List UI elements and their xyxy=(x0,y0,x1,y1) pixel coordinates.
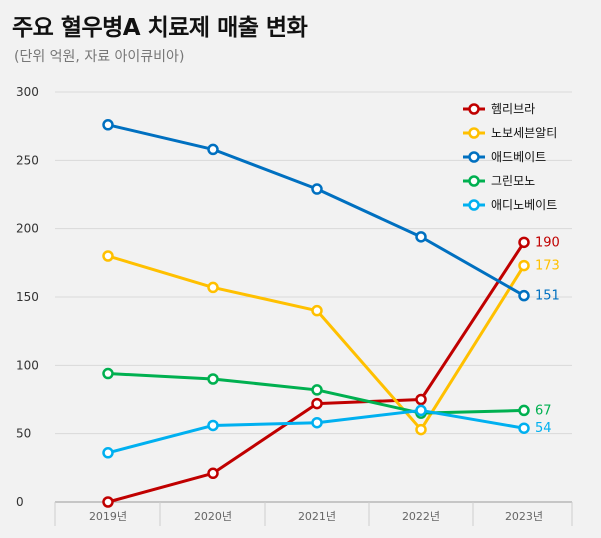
x-tick-label: 2022년 xyxy=(402,510,440,523)
data-point xyxy=(102,496,114,508)
x-tick-label: 2020년 xyxy=(194,510,232,523)
series-2 xyxy=(102,250,530,436)
chart-subtitle: (단위 억원, 자료 아이큐비아) xyxy=(14,49,185,65)
series-line xyxy=(107,241,526,504)
grid-layer xyxy=(54,91,573,526)
series-line xyxy=(107,408,525,455)
data-point xyxy=(102,119,114,131)
legend-label: 노보세븐알티 xyxy=(491,126,557,140)
data-point xyxy=(518,422,530,434)
y-tick-label: 200 xyxy=(16,222,39,236)
data-point xyxy=(518,259,530,272)
data-label: 67 xyxy=(535,403,552,418)
legend-item: 애드베이트 xyxy=(463,150,546,164)
series-layer: 190 173 151 67 54 xyxy=(102,119,560,508)
legend-item: 헴리브라 xyxy=(463,102,535,116)
series-1 xyxy=(102,236,530,508)
legend-label: 헴리브라 xyxy=(491,102,535,116)
x-tick-label: 2019년 xyxy=(89,510,127,523)
y-tick-label: 100 xyxy=(16,358,39,372)
legend-label: 애디노베이트 xyxy=(491,198,557,212)
x-tick-label: 2023년 xyxy=(505,510,543,523)
data-point xyxy=(207,419,219,432)
data-label: 173 xyxy=(535,259,560,274)
data-point xyxy=(415,231,427,243)
data-point xyxy=(415,423,427,436)
x-tick-label: 2021년 xyxy=(298,510,336,523)
legend-label: 애드베이트 xyxy=(491,150,546,164)
data-point xyxy=(311,304,323,317)
data-point xyxy=(102,367,114,380)
data-point xyxy=(207,281,219,294)
data-point xyxy=(207,467,219,480)
legend-swatch-marker xyxy=(468,199,480,211)
data-label: 190 xyxy=(535,235,560,250)
axis-layer: 0 50 100 150 200 250 300 2019년 2020년 2021년 2022년 20… xyxy=(16,85,543,523)
series-4 xyxy=(102,367,530,419)
data-point xyxy=(518,289,530,302)
data-point xyxy=(518,236,530,249)
data-point xyxy=(207,373,219,385)
legend-swatch-marker xyxy=(468,151,480,163)
data-point xyxy=(207,143,219,156)
y-tick-label: 300 xyxy=(16,85,39,99)
y-tick-label: 250 xyxy=(16,153,39,167)
data-point xyxy=(311,416,323,429)
data-label: 151 xyxy=(535,289,560,304)
chart-title: 주요 혈우병A 치료제 매출 변화 xyxy=(12,15,308,41)
data-point xyxy=(311,384,323,396)
y-tick-label: 50 xyxy=(16,427,31,441)
data-label: 54 xyxy=(535,421,552,436)
data-point xyxy=(311,183,323,195)
series-line xyxy=(107,123,525,297)
data-point xyxy=(102,250,114,262)
series-3 xyxy=(102,119,530,302)
legend-item: 그린모노 xyxy=(463,174,535,188)
data-point xyxy=(311,397,323,410)
legend-swatch-marker xyxy=(468,175,480,187)
legend-item: 애디노베이트 xyxy=(463,198,557,212)
legend-item: 노보세븐알티 xyxy=(463,126,557,140)
legend-swatch-marker xyxy=(468,103,480,115)
data-point xyxy=(415,404,427,417)
legend-swatch-marker xyxy=(468,127,480,139)
y-tick-label: 0 xyxy=(16,495,24,509)
data-point xyxy=(518,404,530,417)
data-point xyxy=(415,393,427,406)
legend-label: 그린모노 xyxy=(491,174,535,188)
data-point xyxy=(102,447,114,459)
series-5 xyxy=(102,404,530,459)
y-tick-label: 150 xyxy=(16,290,39,304)
